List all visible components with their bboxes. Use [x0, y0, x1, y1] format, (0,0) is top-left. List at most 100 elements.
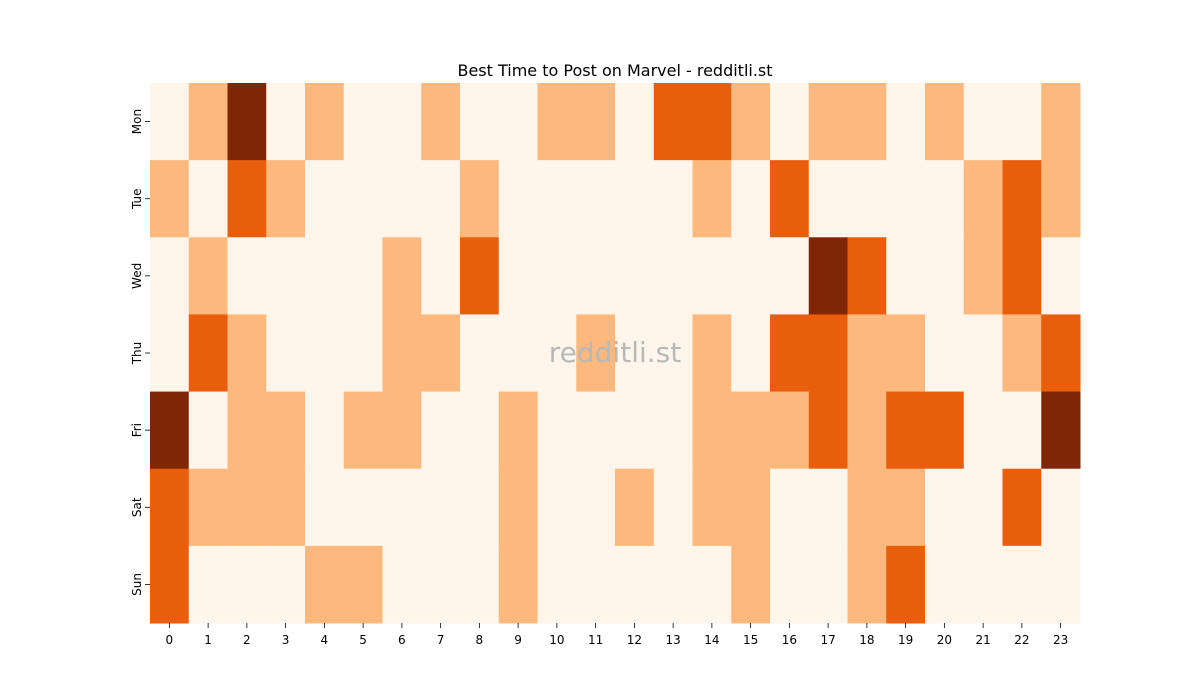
heatmap-cell-sun-3	[266, 545, 306, 624]
heatmap-cell-sun-23	[1041, 545, 1081, 624]
heatmap-cell-thu-22	[1002, 314, 1042, 393]
heatmap-cell-sat-14	[692, 468, 732, 547]
x-tick-label: 2	[243, 633, 251, 647]
heatmap-cell-sun-4	[305, 545, 345, 624]
heatmap-cell-mon-23	[1041, 83, 1081, 161]
heatmap-cell-sun-7	[421, 545, 461, 624]
heatmap-cell-fri-4	[305, 391, 345, 470]
y-tick-label: Fri	[130, 423, 144, 437]
heatmap-cell-fri-22	[1002, 391, 1042, 470]
heatmap-cell-thu-8	[460, 314, 500, 393]
heatmap-cell-sat-17	[808, 468, 848, 547]
heatmap-cell-mon-10	[537, 83, 577, 161]
heatmap-cell-fri-14	[692, 391, 732, 470]
heatmap-cell-sat-4	[305, 468, 345, 547]
heatmap-cell-tue-15	[731, 160, 771, 238]
heatmap-cell-tue-20	[925, 160, 965, 238]
heatmap-cell-fri-3	[266, 391, 306, 470]
x-tick-label: 4	[321, 633, 329, 647]
heatmap-cell-fri-17	[808, 391, 848, 470]
heatmap-cell-sun-13	[653, 545, 693, 624]
heatmap-cell-tue-8	[460, 160, 500, 238]
y-tick-label: Thu	[130, 342, 144, 366]
heatmap-cell-tue-19	[886, 160, 926, 238]
heatmap-cell-fri-6	[382, 391, 422, 470]
heatmap-cell-mon-21	[963, 83, 1003, 161]
heatmap-cell-thu-21	[963, 314, 1003, 393]
heatmap-cell-sat-5	[343, 468, 383, 547]
heatmap-cell-sat-21	[963, 468, 1003, 547]
x-tick-label: 16	[782, 633, 797, 647]
x-tick-label: 21	[975, 633, 990, 647]
heatmap-cell-mon-16	[770, 83, 810, 161]
chart-title: Best Time to Post on Marvel - redditli.s…	[457, 61, 772, 80]
heatmap-cell-fri-11	[576, 391, 616, 470]
heatmap-cell-mon-11	[576, 83, 616, 161]
heatmap-cell-wed-6	[382, 237, 422, 315]
heatmap-cell-sat-23	[1041, 468, 1081, 547]
x-tick-label: 15	[743, 633, 758, 647]
heatmap-cell-thu-18	[847, 314, 887, 393]
heatmap-cell-mon-18	[847, 83, 887, 161]
heatmap-cell-fri-13	[653, 391, 693, 470]
heatmap-cell-wed-4	[305, 237, 345, 315]
heatmap-cell-fri-0	[150, 391, 190, 470]
heatmap-cell-sun-12	[615, 545, 655, 624]
heatmap-cell-sun-19	[886, 545, 926, 624]
x-tick-label: 19	[898, 633, 913, 647]
heatmap-cell-thu-16	[770, 314, 810, 393]
heatmap-cell-fri-7	[421, 391, 461, 470]
heatmap-cell-sun-20	[925, 545, 965, 624]
x-tick-label: 14	[704, 633, 719, 647]
heatmap-cell-wed-1	[188, 237, 228, 315]
heatmap-cell-wed-3	[266, 237, 306, 315]
x-tick-label: 22	[1014, 633, 1029, 647]
heatmap-cell-wed-23	[1041, 237, 1081, 315]
heatmap-cell-sun-6	[382, 545, 422, 624]
heatmap-cell-wed-19	[886, 237, 926, 315]
heatmap-cell-thu-20	[925, 314, 965, 393]
heatmap-cell-fri-8	[460, 391, 500, 470]
heatmap-cell-mon-6	[382, 83, 422, 161]
heatmap-cell-sun-1	[188, 545, 228, 624]
x-tick-label: 23	[1053, 633, 1068, 647]
heatmap-cell-mon-5	[343, 83, 383, 161]
x-tick-label: 13	[665, 633, 680, 647]
heatmap-cell-wed-8	[460, 237, 500, 315]
heatmap-cell-tue-0	[150, 160, 190, 238]
x-tick-label: 20	[937, 633, 952, 647]
heatmap-cell-mon-9	[498, 83, 538, 161]
heatmap-cell-sat-7	[421, 468, 461, 547]
heatmap-cell-wed-7	[421, 237, 461, 315]
heatmap-cell-mon-8	[460, 83, 500, 161]
heatmap-cell-wed-2	[227, 237, 267, 315]
heatmap-cell-sat-1	[188, 468, 228, 547]
heatmap-cell-tue-1	[188, 160, 228, 238]
heatmap-cell-sat-6	[382, 468, 422, 547]
heatmap-cell-tue-18	[847, 160, 887, 238]
heatmap-cell-thu-9	[498, 314, 538, 393]
heatmap-cell-thu-1	[188, 314, 228, 393]
heatmap-cell-thu-13	[653, 314, 693, 393]
heatmap-cell-fri-19	[886, 391, 926, 470]
heatmap-cell-fri-2	[227, 391, 267, 470]
heatmap-cell-mon-14	[692, 83, 732, 161]
heatmap-cell-wed-10	[537, 237, 577, 315]
heatmap-cell-sun-2	[227, 545, 267, 624]
heatmap-cell-sat-3	[266, 468, 306, 547]
heatmap-cell-sat-20	[925, 468, 965, 547]
heatmap-cell-thu-5	[343, 314, 383, 393]
heatmap-cell-fri-5	[343, 391, 383, 470]
x-tick-label: 5	[359, 633, 367, 647]
heatmap-cell-fri-10	[537, 391, 577, 470]
heatmap-cell-thu-23	[1041, 314, 1081, 393]
heatmap-cell-sat-12	[615, 468, 655, 547]
heatmap-cell-wed-12	[615, 237, 655, 315]
heatmap-cell-wed-18	[847, 237, 887, 315]
y-axis-ticks: Mon Tue Wed Thu Fri Sat Sun	[130, 109, 150, 596]
heatmap-cell-mon-17	[808, 83, 848, 161]
x-tick-label: 3	[282, 633, 290, 647]
heatmap-cell-fri-15	[731, 391, 771, 470]
x-tick-label: 8	[476, 633, 484, 647]
